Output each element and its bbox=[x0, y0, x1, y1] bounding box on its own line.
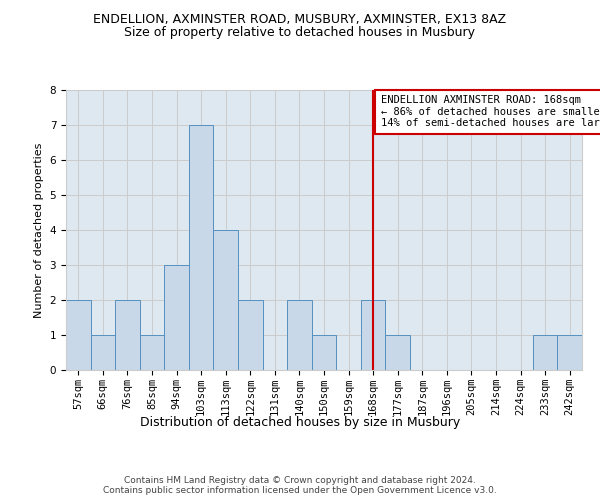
Y-axis label: Number of detached properties: Number of detached properties bbox=[34, 142, 44, 318]
Bar bbox=[287, 300, 312, 370]
Bar bbox=[91, 335, 115, 370]
Bar bbox=[533, 335, 557, 370]
Bar bbox=[164, 265, 189, 370]
Bar bbox=[214, 230, 238, 370]
Bar bbox=[189, 125, 214, 370]
Text: Contains HM Land Registry data © Crown copyright and database right 2024.
Contai: Contains HM Land Registry data © Crown c… bbox=[103, 476, 497, 495]
Bar bbox=[312, 335, 336, 370]
Bar bbox=[238, 300, 263, 370]
Text: Size of property relative to detached houses in Musbury: Size of property relative to detached ho… bbox=[125, 26, 476, 39]
Text: ENDELLION, AXMINSTER ROAD, MUSBURY, AXMINSTER, EX13 8AZ: ENDELLION, AXMINSTER ROAD, MUSBURY, AXMI… bbox=[94, 12, 506, 26]
Bar bbox=[66, 300, 91, 370]
Bar bbox=[385, 335, 410, 370]
Text: ENDELLION AXMINSTER ROAD: 168sqm
← 86% of detached houses are smaller (24)
14% o: ENDELLION AXMINSTER ROAD: 168sqm ← 86% o… bbox=[380, 95, 600, 128]
Bar bbox=[140, 335, 164, 370]
Bar bbox=[115, 300, 140, 370]
Bar bbox=[557, 335, 582, 370]
Bar bbox=[361, 300, 385, 370]
Text: Distribution of detached houses by size in Musbury: Distribution of detached houses by size … bbox=[140, 416, 460, 429]
